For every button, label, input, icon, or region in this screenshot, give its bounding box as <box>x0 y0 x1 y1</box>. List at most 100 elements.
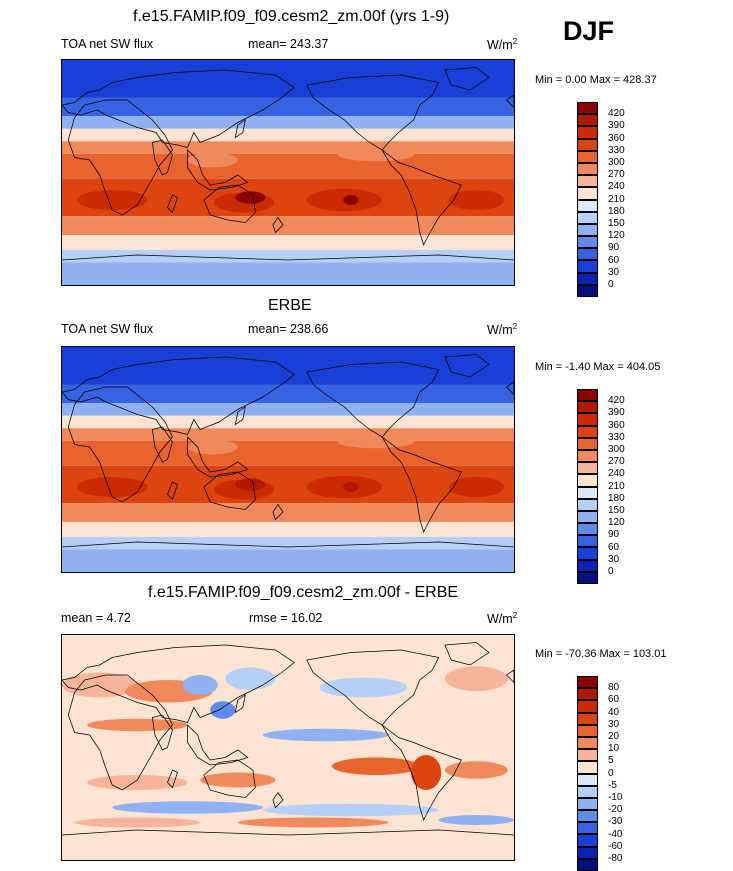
panel-1-mean-label: mean= 243.37 <box>248 37 329 51</box>
map-contour <box>182 675 218 695</box>
coastline <box>151 426 173 463</box>
map-band <box>62 250 514 263</box>
colorbar-swatch <box>577 688 598 701</box>
colorbar-tick-label: 270 <box>608 456 625 468</box>
colorbar-swatch <box>577 223 598 237</box>
map-band <box>62 347 514 385</box>
map-contour <box>237 817 389 828</box>
colorbar-swatch <box>577 498 598 511</box>
colorbar-tick-label: -60 <box>608 840 623 852</box>
colorbar-tick-label: 0 <box>608 767 614 779</box>
colorbar-swatch <box>577 462 598 475</box>
map-band <box>62 216 514 235</box>
panel-3-mean-label: mean = 4.72 <box>61 611 131 625</box>
map-contour <box>187 152 238 168</box>
colorbar-tick-label: 420 <box>608 108 625 120</box>
colorbar-swatch <box>577 846 598 859</box>
colorbar-tick-label: 180 <box>608 205 625 217</box>
colorbar-tick-label: 300 <box>608 444 625 455</box>
colorbar-tick-label: 150 <box>608 505 625 516</box>
coastline <box>67 674 173 791</box>
colorbar-swatch <box>577 559 598 572</box>
colorbar-tick-label: 5 <box>608 755 614 767</box>
map-contour <box>77 190 148 210</box>
panel-1-map-svg <box>62 60 514 285</box>
panel-2-map-svg <box>62 347 514 572</box>
map-band <box>62 522 514 537</box>
map-band <box>62 60 514 98</box>
colorbar-tick-label: 360 <box>608 132 625 144</box>
colorbar-swatch <box>577 474 598 487</box>
colorbar-tick-label: -20 <box>608 804 623 816</box>
panel-2-map <box>61 346 515 573</box>
map-contour <box>187 439 238 455</box>
panel-3-map-svg <box>62 635 514 860</box>
coastline <box>444 354 490 378</box>
map-contour <box>210 701 236 719</box>
map-contour <box>87 775 188 790</box>
colorbar-swatch <box>577 114 598 127</box>
colorbar-tick-label: 20 <box>608 731 620 742</box>
panel-1-title: f.e15.FAMIP.f09_f09.cesm2_zm.00f (yrs 1-… <box>133 8 450 25</box>
coastline <box>505 94 514 109</box>
coastline <box>505 669 514 684</box>
colorbar-tick-label: 210 <box>608 480 625 492</box>
coastline <box>234 406 246 426</box>
colorbar-swatch <box>577 724 598 737</box>
colorbar-tick-label: 390 <box>608 407 625 419</box>
colorbar-tick-label: 90 <box>608 529 620 541</box>
map-contour <box>200 772 276 788</box>
map-contour <box>444 666 508 692</box>
colorbar-swatch <box>577 413 598 426</box>
coastline <box>62 829 514 836</box>
map-contour <box>411 755 442 790</box>
map-contour <box>235 191 266 204</box>
coastline <box>151 139 173 176</box>
colorbar-tick-label: 120 <box>608 517 625 529</box>
coastline <box>381 149 462 247</box>
colorbar-tick-label: 240 <box>608 181 625 193</box>
colorbar-tick-label: 30 <box>608 553 620 565</box>
map-contour <box>438 815 514 825</box>
colorbar-tick-label: 30 <box>608 718 620 730</box>
map-band <box>62 440 514 466</box>
map-contour <box>225 667 276 690</box>
colorbar-swatch <box>577 102 598 115</box>
coastline <box>187 149 249 191</box>
colorbar-swatch <box>577 712 598 725</box>
map-contour <box>444 761 508 779</box>
map-band <box>62 97 514 117</box>
coastline <box>272 216 284 234</box>
colorbar-tick-label: 10 <box>608 743 620 755</box>
colorbar-swatch <box>577 437 598 450</box>
panel-2-colorbar <box>577 389 598 584</box>
colorbar-swatch <box>577 199 598 212</box>
colorbar-swatch <box>577 700 598 713</box>
coastline <box>67 386 173 503</box>
panel-2-mean-label: mean= 238.66 <box>248 322 329 336</box>
map-contour <box>235 478 266 491</box>
coastline <box>203 759 256 798</box>
colorbar-tick-label: 180 <box>608 492 625 504</box>
colorbar-swatch <box>577 523 598 536</box>
map-band <box>62 549 514 572</box>
map-contour <box>262 728 389 742</box>
colorbar-swatch <box>577 749 598 762</box>
colorbar-tick-label: 60 <box>608 254 620 266</box>
panel-3-rmse-label: rmse = 16.02 <box>249 611 323 625</box>
colorbar-swatch <box>577 401 598 414</box>
colorbar-tick-label: 150 <box>608 218 625 229</box>
panel-2-variable-label: TOA net SW flux <box>61 322 154 336</box>
colorbar-swatch <box>577 785 598 798</box>
map-band <box>62 128 514 142</box>
colorbar-swatch <box>577 834 598 847</box>
panel-3-title: f.e15.FAMIP.f09_f09.cesm2_zm.00f - ERBE <box>148 584 459 601</box>
map-band <box>62 262 514 285</box>
map-contour <box>87 718 188 732</box>
colorbar-swatch <box>577 736 598 750</box>
panel-3-units-sup: 2 <box>512 611 518 620</box>
panel-1-units: W/m2 <box>487 37 517 52</box>
colorbar-swatch <box>577 150 598 163</box>
colorbar-swatch <box>577 761 598 774</box>
panel-3-units-text: W/m <box>487 612 513 627</box>
